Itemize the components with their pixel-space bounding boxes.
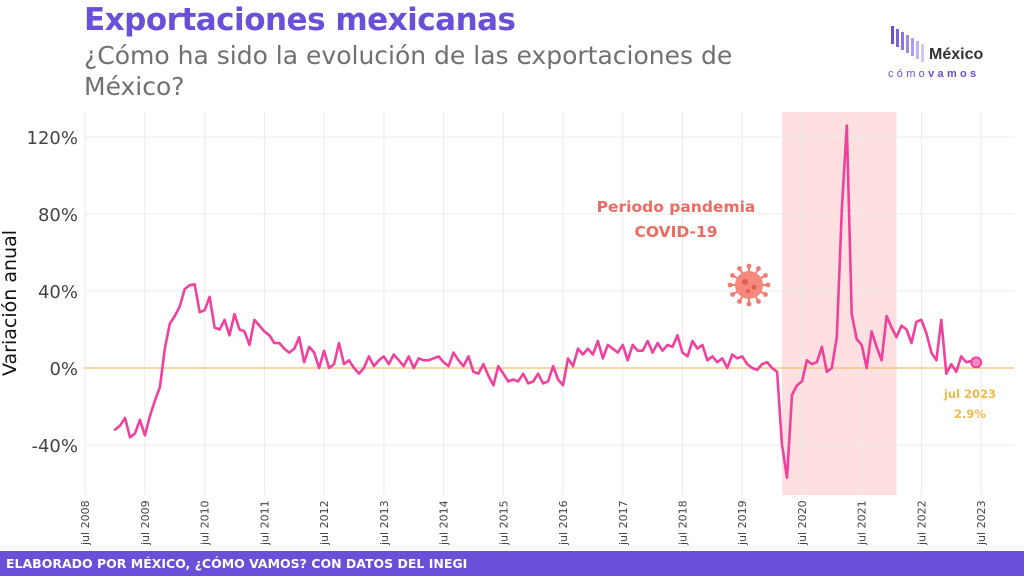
virus-spike-tip [737, 266, 742, 271]
y-axis-label: Variación anual [0, 230, 21, 376]
y-tick-label: 0% [49, 359, 78, 380]
x-tick-label: jul 2016 [557, 500, 570, 546]
virus-spike-tip [730, 292, 735, 297]
y-tick-label: -40% [31, 436, 78, 457]
x-tick-label: jul 2019 [736, 500, 749, 546]
virus-spike-tip [746, 301, 752, 307]
exports-line-chart: -40% 0% 40% 80% 120% jul 2008 jul 2009 jul 2010… [0, 112, 1014, 546]
virus-spot [751, 284, 757, 290]
bar-chart-logo-icon [891, 26, 924, 62]
pandemic-label-line1: Periodo pandemia [597, 198, 756, 216]
logo-tagline: cómovamos [888, 68, 980, 80]
y-tick-label: 120% [27, 128, 78, 149]
virus-spike-tip [756, 266, 761, 271]
x-tick-label: jul 2010 [199, 500, 212, 546]
virus-spike-tip [765, 282, 771, 288]
pandemic-label-line2: COVID-19 [634, 223, 717, 241]
x-tick-label: jul 2012 [318, 500, 331, 546]
footer-credit: ELABORADO POR MÉXICO, ¿CÓMO VAMOS? CON D… [0, 551, 1024, 576]
virus-spike-tip [737, 299, 742, 304]
page-title: Exportaciones mexicanas [84, 2, 516, 38]
virus-spike-tip [756, 299, 761, 304]
x-tick-label: jul 2021 [856, 500, 869, 546]
coronavirus-icon [727, 263, 771, 307]
x-tick-label: jul 2013 [378, 500, 391, 546]
virus-spike-tip [763, 292, 768, 297]
virus-spike-tip [727, 282, 733, 288]
page-subtitle: ¿Cómo ha sido la evolución de las export… [84, 41, 733, 101]
x-tick-label: jul 2008 [79, 500, 92, 546]
x-tick-label: jul 2017 [617, 500, 630, 546]
last-point-marker [970, 356, 983, 369]
virus-spot [746, 289, 750, 293]
x-tick-label: jul 2014 [438, 500, 451, 546]
x-tick-label: jul 2023 [975, 500, 988, 546]
x-tick-label: jul 2018 [676, 500, 689, 546]
y-tick-label: 80% [38, 205, 78, 226]
mexico-como-vamos-logo: México cómovamos [888, 24, 1003, 84]
virus-spike-tip [746, 263, 752, 269]
logo-name: México [929, 46, 984, 63]
virus-body [735, 271, 763, 299]
exports-series-line [113, 124, 978, 480]
x-tick-label: jul 2011 [258, 500, 271, 546]
x-tick-label: jul 2020 [796, 500, 809, 546]
virus-spot [742, 279, 748, 285]
virus-spike-tip [730, 273, 735, 278]
x-tick-label: jul 2022 [915, 500, 928, 546]
y-tick-label: 40% [38, 282, 78, 303]
x-tick-label: jul 2015 [497, 500, 510, 546]
x-tick-label: jul 2009 [139, 500, 152, 546]
virus-spike-tip [763, 273, 768, 278]
end-label-value: 2.9% [954, 407, 986, 421]
end-label-date: jul 2023 [943, 387, 996, 401]
